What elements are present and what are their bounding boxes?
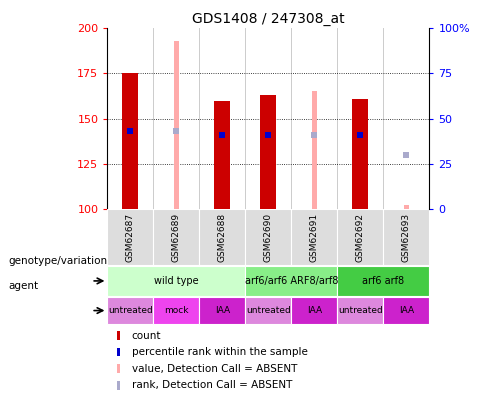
Bar	[337, 297, 384, 324]
Bar	[291, 209, 337, 265]
Text: GSM62691: GSM62691	[310, 213, 319, 262]
Text: GSM62688: GSM62688	[218, 213, 227, 262]
Text: count: count	[132, 330, 161, 341]
Bar	[117, 364, 120, 373]
Bar	[200, 209, 245, 265]
Bar	[404, 205, 409, 209]
Text: rank, Detection Call = ABSENT: rank, Detection Call = ABSENT	[132, 380, 292, 390]
Text: untreated: untreated	[108, 306, 153, 315]
Text: IAA: IAA	[399, 306, 414, 315]
Text: GSM62693: GSM62693	[402, 213, 411, 262]
Text: value, Detection Call = ABSENT: value, Detection Call = ABSENT	[132, 364, 297, 374]
Bar	[107, 266, 245, 296]
Text: percentile rank within the sample: percentile rank within the sample	[132, 347, 307, 357]
Bar	[153, 297, 200, 324]
Bar	[107, 209, 153, 265]
Bar	[107, 297, 153, 324]
Text: GSM62689: GSM62689	[172, 213, 181, 262]
Text: arf6/arf6 ARF8/arf8: arf6/arf6 ARF8/arf8	[244, 276, 338, 286]
Bar	[245, 297, 291, 324]
Bar	[153, 209, 200, 265]
Bar	[337, 266, 429, 296]
Bar	[312, 92, 317, 209]
Bar	[384, 209, 429, 265]
Text: agent: agent	[9, 281, 39, 290]
Bar	[291, 297, 337, 324]
Title: GDS1408 / 247308_at: GDS1408 / 247308_at	[192, 12, 345, 26]
Text: genotype/variation: genotype/variation	[9, 256, 108, 266]
Bar	[117, 381, 120, 390]
Bar	[352, 99, 368, 209]
Text: untreated: untreated	[246, 306, 291, 315]
Bar	[117, 331, 120, 340]
Text: arf6 arf8: arf6 arf8	[363, 276, 405, 286]
Text: wild type: wild type	[154, 276, 199, 286]
Text: mock: mock	[164, 306, 189, 315]
Text: GSM62692: GSM62692	[356, 213, 365, 262]
Text: GSM62690: GSM62690	[264, 213, 273, 262]
Text: untreated: untreated	[338, 306, 383, 315]
Bar	[245, 266, 337, 296]
Text: IAA: IAA	[307, 306, 322, 315]
Bar	[200, 297, 245, 324]
Bar	[261, 95, 276, 209]
Bar	[384, 297, 429, 324]
Text: IAA: IAA	[215, 306, 230, 315]
Text: GSM62687: GSM62687	[126, 213, 135, 262]
Bar	[122, 73, 139, 209]
Bar	[337, 209, 384, 265]
Bar	[117, 348, 120, 356]
Bar	[245, 209, 291, 265]
Bar	[214, 100, 230, 209]
Bar	[174, 41, 179, 209]
